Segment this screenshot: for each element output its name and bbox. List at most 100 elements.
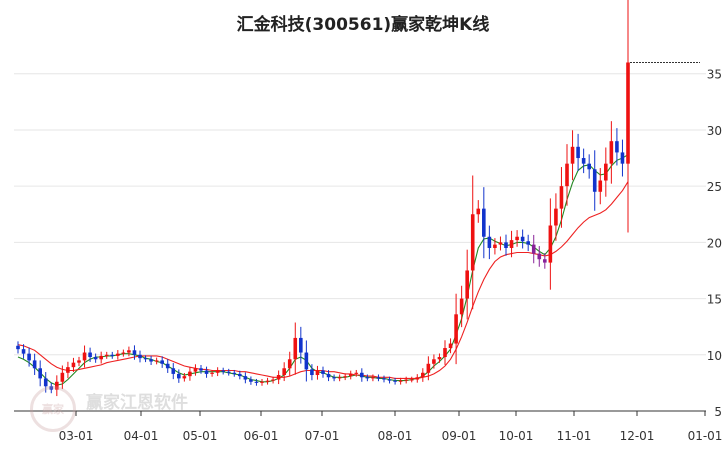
candle-body	[82, 352, 87, 361]
candle-body	[304, 352, 309, 370]
candle-body	[543, 259, 547, 263]
candle-body	[565, 163, 569, 187]
candle-body	[326, 373, 331, 378]
candle-body	[243, 376, 248, 380]
candle-body	[271, 379, 275, 381]
candle-body	[93, 357, 98, 360]
candle-body	[454, 314, 458, 344]
candle-body	[138, 354, 142, 359]
y-tick-label: 5	[714, 405, 722, 419]
x-tick-label: 10-01	[499, 429, 534, 443]
candle-body	[337, 377, 342, 379]
candle-body	[321, 370, 325, 374]
candle-layer	[16, 0, 630, 397]
candle-body	[77, 360, 81, 363]
candle-body	[276, 375, 281, 380]
candle-body	[177, 373, 181, 379]
y-tick-label: 15	[707, 293, 722, 307]
candle-body	[221, 370, 225, 372]
short-ma-line	[17, 154, 629, 386]
candle-body	[121, 352, 126, 354]
candle-body	[415, 377, 420, 380]
candle-body	[509, 240, 514, 248]
candle-body	[232, 372, 237, 374]
candle-body	[432, 359, 436, 364]
candle-body	[559, 186, 564, 209]
candle-body	[332, 377, 336, 379]
candle-body	[459, 298, 464, 315]
long-ma-line	[17, 181, 629, 379]
x-tick-label: 11-01	[557, 429, 592, 443]
candle-body	[38, 368, 42, 379]
candle-body	[165, 363, 170, 369]
candle-body	[387, 379, 392, 381]
candle-body	[526, 241, 530, 245]
candle-body	[598, 180, 603, 192]
candle-body	[421, 372, 425, 378]
candle-body	[43, 378, 48, 387]
x-tick-label: 08-01	[378, 429, 413, 443]
candle-body	[287, 359, 292, 369]
candle-body	[88, 352, 92, 358]
y-tick-label: 20	[707, 236, 722, 250]
x-tick-label: 04-01	[124, 429, 159, 443]
candle-body	[265, 380, 270, 382]
candle-body	[110, 354, 115, 356]
candle-body	[204, 370, 209, 374]
candle-body	[365, 377, 370, 379]
candle-body	[260, 381, 264, 383]
candle-body	[476, 208, 481, 215]
candle-body	[615, 141, 619, 153]
candle-body	[554, 208, 558, 226]
candle-body	[132, 350, 137, 355]
candle-body	[604, 163, 608, 181]
candle-body	[116, 353, 120, 356]
y-tick-label: 30	[707, 124, 722, 138]
candle-body	[282, 368, 286, 376]
candle-body	[104, 354, 109, 356]
candle-body	[171, 368, 176, 374]
x-tick-label: 05-01	[183, 429, 218, 443]
x-tick-label: 09-01	[442, 429, 477, 443]
candle-body	[443, 348, 447, 358]
x-tick-label: 03-01	[59, 429, 94, 443]
candle-body	[32, 360, 37, 369]
candle-body	[254, 381, 259, 383]
candle-body	[310, 369, 314, 376]
candle-body	[487, 236, 492, 248]
candle-body	[437, 357, 442, 360]
candle-body	[448, 343, 453, 349]
candle-body	[226, 371, 231, 373]
candle-body	[16, 345, 20, 350]
candle-body	[587, 163, 591, 170]
candle-body	[482, 208, 486, 237]
candle-body	[71, 362, 76, 368]
x-tick-label: 01-01	[688, 429, 723, 443]
candle-body	[581, 158, 586, 164]
candle-body	[55, 381, 59, 390]
candle-body	[537, 253, 542, 260]
candle-body	[215, 370, 220, 373]
candle-body	[570, 146, 575, 164]
candle-body	[199, 368, 203, 371]
candle-body	[154, 360, 159, 362]
candle-body	[99, 355, 103, 360]
candle-body	[354, 372, 359, 374]
candle-body	[426, 363, 431, 373]
candle-body	[515, 236, 519, 241]
candle-body	[60, 372, 65, 382]
candle-body	[348, 373, 353, 377]
candle-body	[376, 377, 381, 379]
candle-body	[127, 350, 131, 353]
watermark-text: 赢家江恩软件	[86, 393, 188, 413]
candle-body	[520, 236, 525, 242]
candle-body	[293, 337, 298, 360]
candle-body	[470, 214, 475, 271]
candle-body	[493, 244, 497, 248]
candle-body	[393, 380, 397, 382]
watermark-seal: 赢家	[30, 386, 76, 432]
candle-body	[149, 359, 153, 362]
candle-body	[409, 379, 414, 381]
candle-body	[315, 370, 320, 376]
